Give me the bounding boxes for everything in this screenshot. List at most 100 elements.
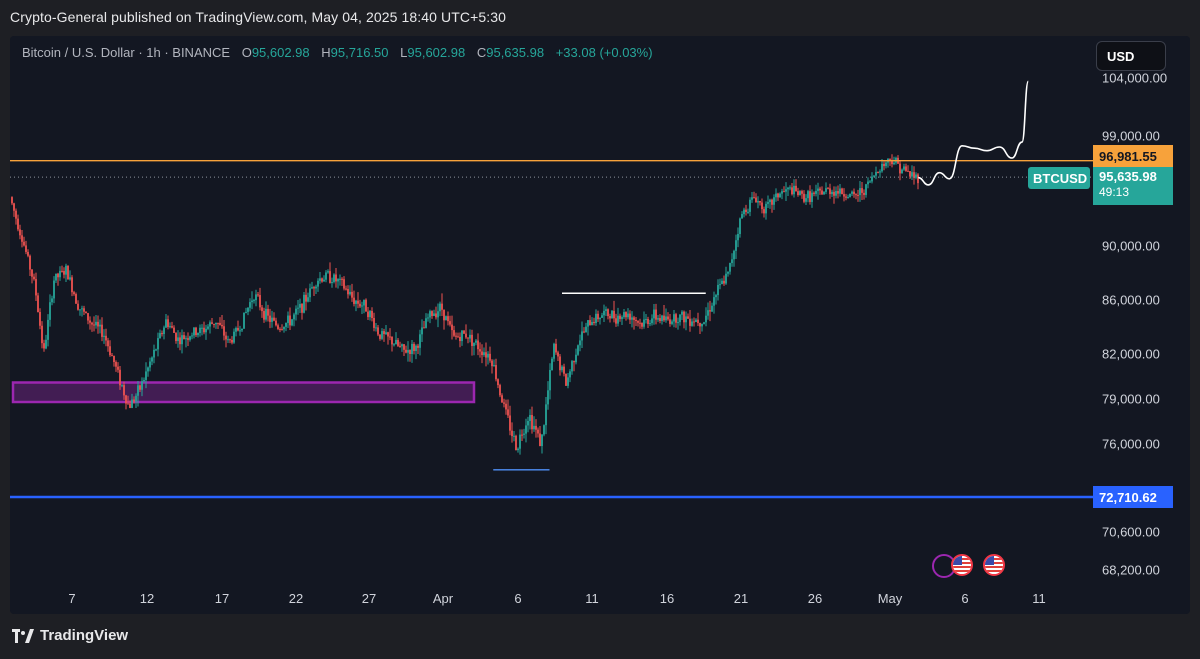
candle-body: [343, 279, 345, 289]
candle-body: [673, 314, 675, 322]
candle-body: [93, 324, 95, 326]
x-tick-label: 11: [585, 591, 599, 606]
candle-body: [627, 313, 629, 318]
candle-body: [35, 279, 37, 296]
high-label: H: [321, 45, 331, 60]
candle-body: [215, 322, 217, 325]
candle-body: [547, 390, 549, 405]
close-label: C: [476, 45, 487, 60]
candle-body: [429, 311, 431, 318]
candle-body: [13, 203, 15, 211]
us-flag-icon[interactable]: [983, 554, 1005, 576]
candle-body: [45, 339, 47, 349]
candle-body: [585, 326, 587, 333]
candle-body: [305, 294, 307, 302]
candle-body: [543, 425, 545, 435]
candle-body: [441, 303, 443, 310]
candle-body: [211, 322, 213, 324]
candle-body: [569, 371, 571, 378]
candle-body: [237, 328, 239, 331]
ohlc-legend: Bitcoin / U.S. Dollar · 1h · BINANCE O 95…: [22, 45, 653, 60]
chart-frame[interactable]: 104,000.00 99,000.00 90,000.00 86,000.00 82,…: [10, 36, 1190, 614]
candle-body: [159, 333, 161, 339]
candle-body: [529, 415, 531, 421]
candle-body: [269, 315, 271, 322]
candle-body: [83, 308, 85, 312]
candle-body: [409, 350, 411, 354]
candle-body: [799, 191, 801, 195]
candle-body: [871, 176, 873, 182]
candle-body: [207, 326, 209, 329]
candle-body: [667, 316, 669, 320]
x-tick-label: May: [878, 591, 903, 606]
open-label: O: [241, 45, 252, 60]
candle-body: [691, 321, 693, 326]
candle-body: [567, 377, 569, 386]
candle-body: [345, 288, 347, 290]
candle-body: [853, 191, 855, 195]
candle-body: [387, 332, 389, 337]
candle-body: [185, 338, 187, 340]
candle-body: [715, 295, 717, 298]
candle-body: [63, 271, 65, 275]
candle-body: [821, 190, 823, 195]
candle-body: [531, 415, 533, 430]
x-tick-label: 12: [140, 591, 154, 606]
candle-body: [783, 191, 785, 193]
candle-body: [309, 288, 311, 298]
candle-body: [635, 319, 637, 322]
candle-body: [517, 448, 519, 451]
candle-body: [239, 330, 241, 332]
candle-body: [661, 315, 663, 321]
candle-body: [795, 185, 797, 192]
candle-body: [579, 340, 581, 346]
us-flag-icon[interactable]: [951, 554, 973, 576]
candle-body: [291, 319, 293, 326]
candle-body: [497, 379, 499, 386]
candle-body: [475, 340, 477, 343]
y-tick-label: 90,000.00: [1102, 239, 1160, 254]
candle-body: [347, 288, 349, 295]
candle-body: [417, 345, 419, 348]
candle-body: [127, 403, 129, 405]
candle-body: [163, 327, 165, 334]
chart-canvas[interactable]: 104,000.00 99,000.00 90,000.00 86,000.00 82,…: [10, 36, 1190, 614]
candle-body: [655, 309, 657, 320]
candle-body: [23, 241, 25, 246]
candle-body: [275, 320, 277, 326]
x-tick-label: Apr: [433, 591, 454, 606]
candle-body: [681, 311, 683, 315]
candle-body: [759, 201, 761, 203]
candle-body: [855, 194, 857, 196]
candle-body: [885, 162, 887, 167]
candle-body: [675, 314, 677, 323]
candle-body: [693, 321, 695, 323]
candle-body: [525, 425, 527, 434]
candle-body: [281, 329, 283, 331]
candle-body: [333, 274, 335, 282]
candle-body: [69, 277, 71, 280]
candle-body: [659, 318, 661, 321]
candle-body: [351, 291, 353, 298]
candle-body: [89, 320, 91, 323]
candle-body: [15, 210, 17, 219]
candle-body: [647, 319, 649, 324]
projection-path: [918, 80, 1030, 186]
candle-body: [459, 336, 461, 342]
low-value: 95,602.98: [407, 45, 466, 60]
candle-body: [533, 425, 535, 430]
candle-body: [703, 322, 705, 324]
candle-body: [507, 409, 509, 416]
candle-body: [379, 334, 381, 339]
candle-body: [619, 315, 621, 319]
candle-body: [413, 343, 415, 351]
candle-body: [563, 366, 565, 374]
candle-body: [739, 218, 741, 235]
symbol-label: Bitcoin / U.S. Dollar · 1h · BINANCE: [22, 45, 231, 60]
candle-body: [623, 312, 625, 318]
candle-body: [817, 188, 819, 191]
candle-body: [723, 280, 725, 284]
candle-body: [451, 324, 453, 331]
candle-body: [719, 284, 721, 286]
currency-button[interactable]: USD: [1096, 41, 1166, 71]
